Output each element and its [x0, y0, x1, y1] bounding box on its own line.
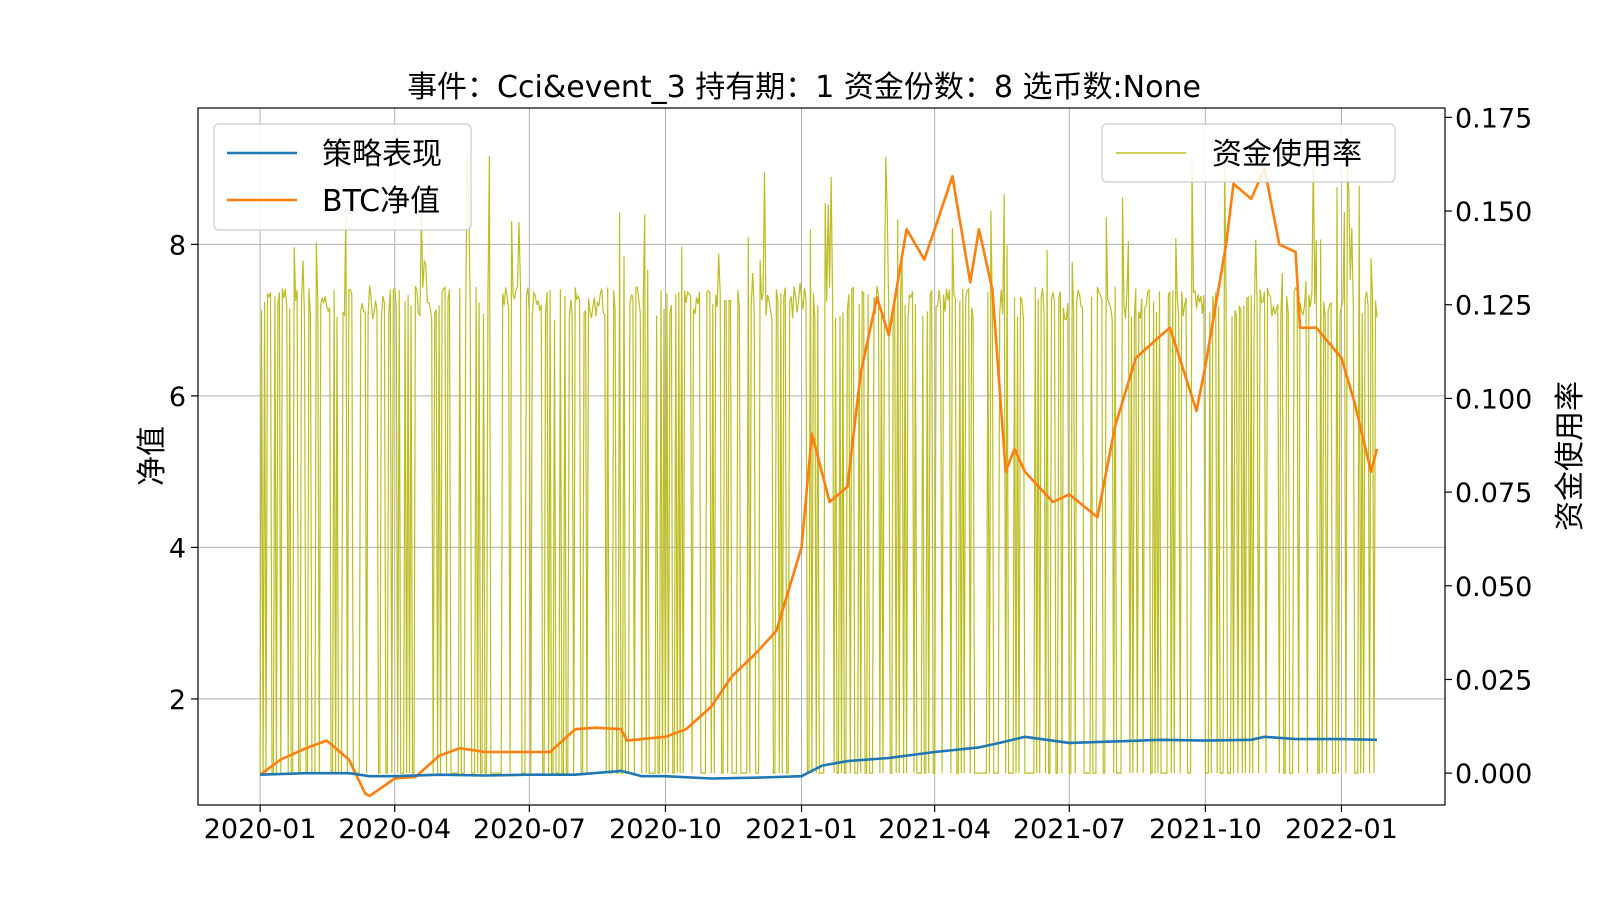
- line-series: [259, 167, 1379, 798]
- y-axis-right: 0.000 0.025 0.050 0.075 0.100 0.125 0.150 0.175: [1445, 103, 1532, 790]
- x-tick-label: 2021-01: [745, 814, 858, 845]
- y-tick-label: 6: [169, 382, 186, 413]
- y2-tick-label: 0.150: [1455, 197, 1532, 228]
- legend-left: 策略表现 BTC净值: [213, 123, 472, 231]
- y-tick-label: 2: [169, 685, 186, 716]
- legend-right: 资金使用率: [1101, 123, 1396, 183]
- y2-tick-label: 0.050: [1455, 572, 1532, 603]
- legend-label: BTC净值: [322, 184, 440, 219]
- y2-tick-label: 0.125: [1455, 291, 1532, 322]
- y-tick-label: 8: [169, 230, 186, 261]
- y2-tick-label: 0.000: [1455, 759, 1532, 790]
- x-tick-label: 2020-01: [204, 814, 317, 845]
- y2-tick-label: 0.175: [1455, 103, 1532, 134]
- x-tick-label: 2020-04: [338, 814, 451, 845]
- series-line: [260, 735, 1378, 780]
- x-tick-label: 2020-07: [473, 814, 586, 845]
- legend-label: 策略表现: [322, 137, 442, 172]
- x-axis: 2020-01 2020-04 2020-07 2020-10 2021-01 2021-…: [204, 805, 1398, 845]
- usage-series: [259, 155, 1378, 774]
- legend-box: [1101, 123, 1396, 183]
- y2-tick-label: 0.075: [1455, 478, 1532, 509]
- legend-label: 资金使用率: [1212, 137, 1362, 172]
- plot-frame: [197, 107, 1446, 806]
- x-tick-label: 2020-10: [609, 814, 722, 845]
- series-line: [259, 167, 1379, 798]
- y2-tick-label: 0.025: [1455, 665, 1532, 696]
- chart-title: 事件：Cci&event_3 持有期：1 资金份数：8 选币数:None: [407, 70, 1201, 105]
- y2-tick-label: 0.100: [1455, 384, 1532, 415]
- x-tick-label: 2021-04: [878, 814, 991, 845]
- y-tick-label: 4: [169, 533, 186, 564]
- usage-line: [259, 155, 1378, 774]
- x-tick-label: 2022-01: [1285, 814, 1398, 845]
- y-axis-left: 2 4 6 8: [169, 230, 198, 716]
- legend-box: [213, 123, 472, 231]
- y2-axis-label: 资金使用率: [1553, 381, 1588, 531]
- x-tick-label: 2021-07: [1013, 814, 1126, 845]
- y-axis-label: 净值: [135, 426, 170, 486]
- x-tick-label: 2021-10: [1149, 814, 1262, 845]
